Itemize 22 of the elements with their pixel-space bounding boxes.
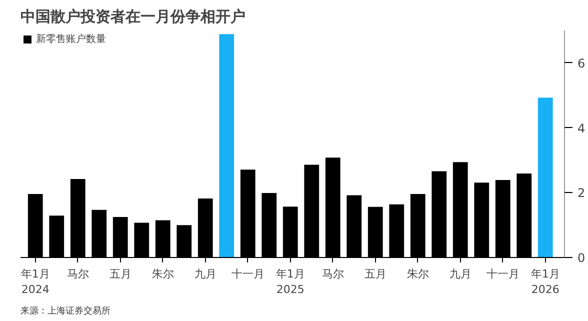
y-tick-label: 2	[578, 186, 586, 200]
x-tick-label: 五月	[109, 268, 132, 280]
source-note: 来源：上海证券交易所	[20, 306, 110, 316]
bar	[219, 34, 234, 258]
y-tick-label: 4	[578, 121, 586, 136]
x-tick-label: 九月	[449, 268, 472, 280]
bar	[538, 98, 553, 258]
x-tick-label: 九月	[194, 268, 216, 280]
legend-label: 新零售账户数量	[36, 32, 106, 46]
x-tick-label: 马尔	[66, 268, 89, 280]
x-tick-label: 年1月 2024	[20, 268, 50, 296]
x-tick-label: 五月	[364, 268, 386, 280]
x-tick-label: 十一月	[486, 268, 520, 280]
y-tick-label: 6	[578, 56, 586, 70]
chart-title: 中国散户投资者在一月份争相开户	[20, 8, 246, 26]
x-tick-label: 年1月 2026	[530, 268, 560, 296]
x-tick-label: 朱尔	[152, 268, 174, 280]
x-tick-label: 十一月	[231, 268, 264, 280]
x-tick-label: 朱尔	[406, 268, 429, 280]
y-tick-label: 0	[578, 251, 586, 265]
x-tick-label: 马尔	[322, 268, 344, 280]
x-tick-label: 年1月 2025	[276, 268, 305, 296]
